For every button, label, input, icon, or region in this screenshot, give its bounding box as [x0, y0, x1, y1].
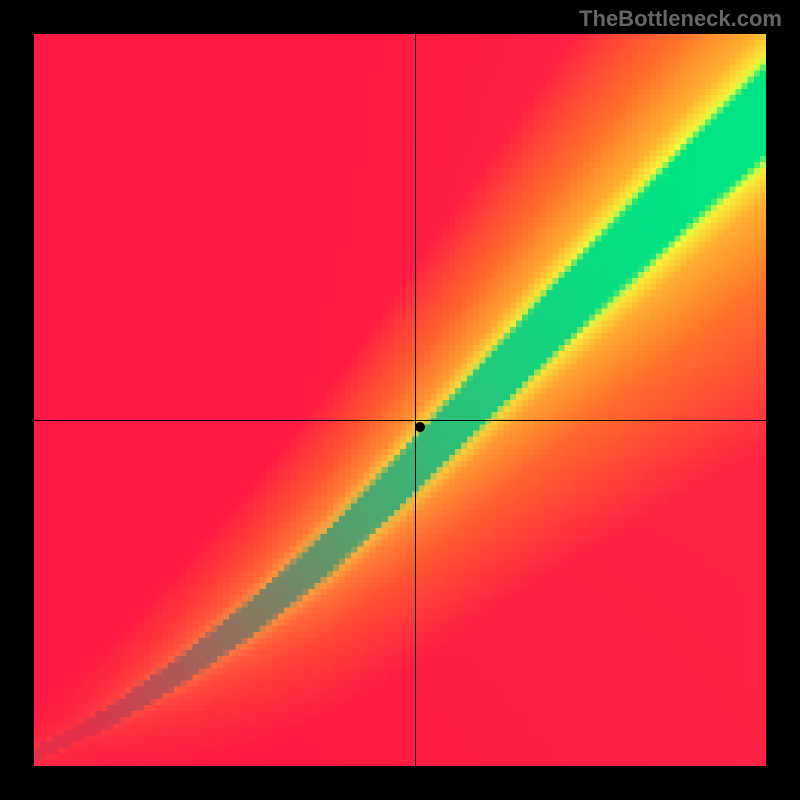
crosshair-vertical [415, 34, 416, 766]
heatmap-plot [34, 34, 766, 766]
crosshair-horizontal [34, 420, 766, 421]
data-point-marker [415, 422, 425, 432]
watermark-text: TheBottleneck.com [579, 6, 782, 32]
chart-container: TheBottleneck.com [0, 0, 800, 800]
heatmap-canvas [34, 34, 766, 766]
